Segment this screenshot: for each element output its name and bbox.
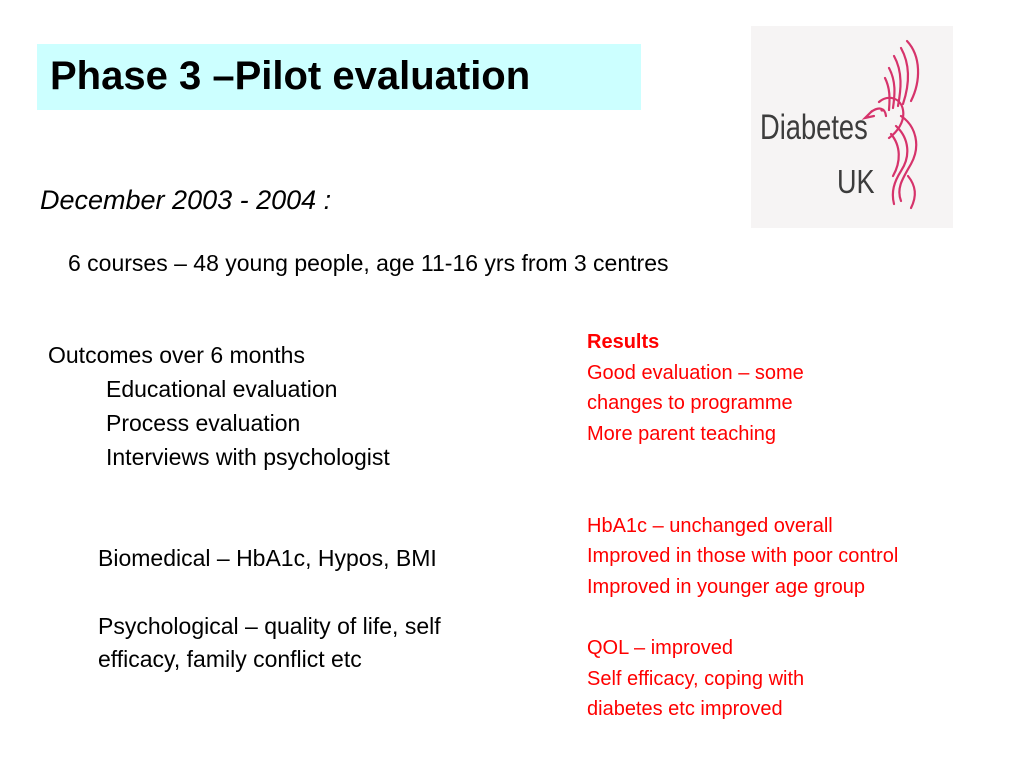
results-spacer: [587, 449, 1017, 480]
results-heading: Results: [587, 331, 660, 353]
slide-title: Phase 3 –Pilot evaluation: [50, 54, 531, 98]
result-line: More parent teaching: [587, 422, 777, 445]
title-banner: Phase 3 –Pilot evaluation: [37, 44, 641, 110]
result-line: HbA1c – unchanged overall: [587, 514, 833, 537]
courses-summary: 6 courses – 48 young people, age 11-16 y…: [68, 250, 669, 276]
results-spacer: [587, 602, 1017, 633]
date-range-subtitle: December 2003 - 2004 :: [40, 185, 332, 215]
results-spacer: [587, 480, 1017, 511]
biomedical-measures: Biomedical – HbA1c, Hypos, BMI: [98, 545, 437, 571]
outcomes-block: Outcomes over 6 months Educational evalu…: [48, 338, 390, 474]
result-line: diabetes etc improved: [587, 698, 783, 721]
result-line: changes to programme: [587, 392, 793, 415]
outcome-item: Interviews with psychologist: [106, 444, 390, 470]
result-line: Good evaluation – some: [587, 361, 804, 384]
outcome-item: Educational evaluation: [106, 376, 338, 402]
psychological-measures: Psychological – quality of life, self ef…: [98, 610, 441, 676]
psychological-line: efficacy, family conflict etc: [98, 646, 362, 672]
outcomes-heading: Outcomes over 6 months: [48, 342, 305, 368]
results-block: Results Good evaluation – some changes t…: [587, 327, 1017, 725]
bird-icon: [861, 39, 920, 210]
outcome-item: Process evaluation: [106, 410, 301, 436]
logo-background: [751, 26, 953, 228]
result-line: Improved in younger age group: [587, 575, 865, 598]
logo-text-diabetes: Diabetes: [760, 108, 868, 147]
result-line: QOL – improved: [587, 636, 733, 659]
logo-text-uk: UK: [837, 163, 875, 200]
result-line: Self efficacy, coping with: [587, 667, 805, 690]
psychological-line: Psychological – quality of life, self: [98, 613, 441, 639]
result-line: Improved in those with poor control: [587, 545, 899, 568]
diabetes-uk-logo: Diabetes UK: [751, 26, 953, 228]
